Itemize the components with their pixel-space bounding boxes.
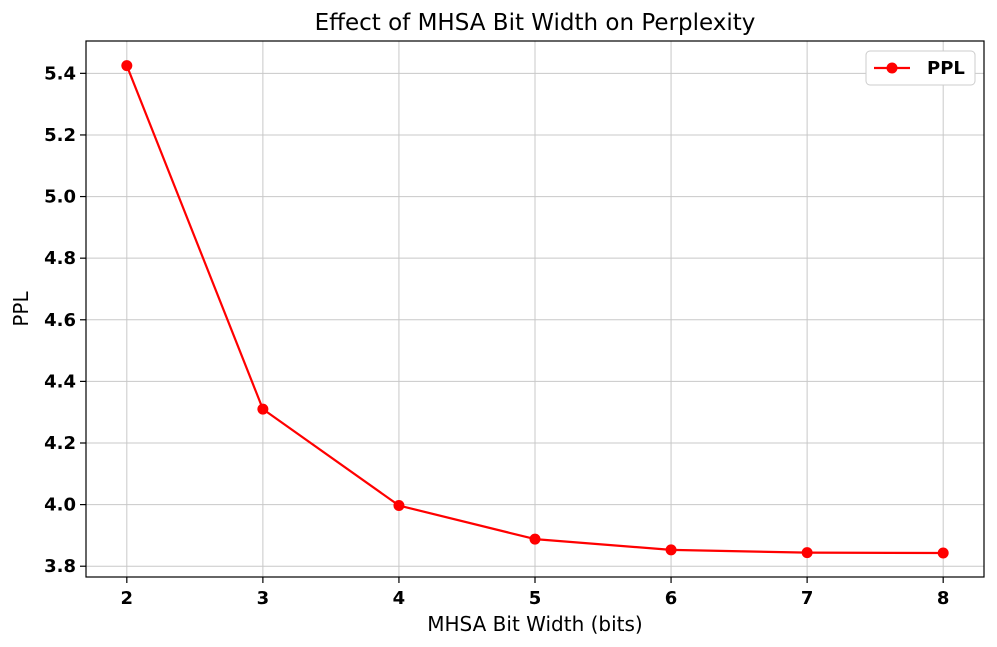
- grid-lines: [86, 41, 984, 577]
- y-axis-label: PPL: [9, 291, 33, 327]
- axis-ticks: 2 3 4 5 6 7 8 3.8 4.0 4.2 4.4 4.6 4.8 5.0 5.2 5.4: [44, 63, 949, 609]
- x-tick-label: 4: [393, 588, 406, 609]
- y-tick-label: 3.8: [44, 556, 76, 577]
- data-point: [801, 547, 813, 559]
- x-tick-label: 2: [121, 588, 134, 609]
- y-tick-label: 5.0: [44, 187, 76, 208]
- chart-title: Effect of MHSA Bit Width on Perplexity: [315, 10, 756, 36]
- y-tick-label: 4.6: [44, 310, 76, 331]
- data-point: [121, 60, 133, 72]
- x-tick-label: 3: [257, 588, 270, 609]
- data-point: [257, 403, 269, 415]
- x-tick-label: 6: [665, 588, 678, 609]
- legend: PPL: [865, 50, 976, 86]
- y-tick-label: 4.8: [44, 248, 76, 269]
- data-point: [529, 533, 541, 545]
- y-tick-label: 4.0: [44, 495, 76, 516]
- y-tick-label: 5.4: [44, 63, 76, 84]
- x-axis-label: MHSA Bit Width (bits): [427, 612, 642, 636]
- legend-marker-swatch: [886, 62, 898, 74]
- x-tick-label: 7: [801, 588, 814, 609]
- x-tick-label: 5: [529, 588, 542, 609]
- x-tick-label: 8: [937, 588, 950, 609]
- y-tick-label: 4.4: [44, 371, 76, 392]
- plot-series: [121, 60, 949, 559]
- data-point: [393, 500, 405, 512]
- legend-box: [865, 50, 976, 86]
- legend-label: PPL: [927, 58, 965, 79]
- data-point: [665, 544, 677, 556]
- data-point: [937, 547, 949, 559]
- y-tick-label: 5.2: [44, 125, 76, 146]
- y-tick-label: 4.2: [44, 433, 76, 454]
